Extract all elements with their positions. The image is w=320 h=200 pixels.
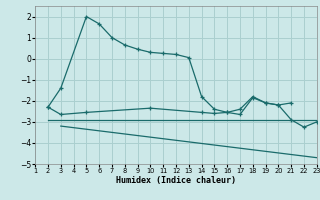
X-axis label: Humidex (Indice chaleur): Humidex (Indice chaleur) (116, 176, 236, 185)
